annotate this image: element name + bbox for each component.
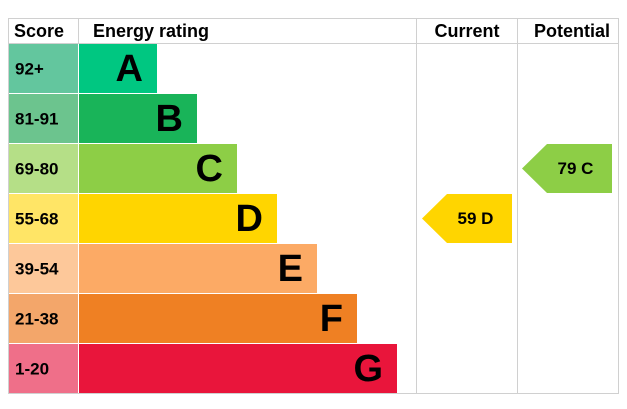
score-cell (9, 44, 78, 93)
rating-letter: E (278, 248, 303, 290)
rating-letter: A (116, 48, 143, 90)
score-cell (9, 144, 78, 193)
score-label: 81-91 (15, 110, 58, 129)
rating-letter: C (196, 148, 223, 190)
header-rating: Energy rating (93, 21, 209, 41)
score-cell (9, 294, 78, 343)
score-cell (9, 344, 78, 393)
header-score: Score (14, 21, 64, 41)
current-label: 59 D (458, 209, 494, 228)
rating-bar (79, 244, 317, 293)
header-current: Current (434, 21, 499, 41)
score-label: 69-80 (15, 160, 58, 179)
rating-letter: B (156, 98, 183, 140)
rating-bar (79, 194, 277, 243)
rating-bar (79, 44, 157, 93)
current-arrow (422, 194, 512, 243)
score-cell (9, 194, 78, 243)
score-label: 39-54 (15, 260, 59, 279)
score-label: 92+ (15, 60, 44, 79)
rating-bar (79, 294, 357, 343)
potential-arrow (522, 144, 612, 193)
score-cell (9, 244, 78, 293)
header-potential: Potential (534, 21, 610, 41)
score-label: 1-20 (15, 360, 49, 379)
rating-letter: D (236, 198, 263, 240)
rating-letter: F (320, 298, 343, 340)
rating-bar (79, 144, 237, 193)
rating-bar (79, 344, 397, 393)
potential-label: 79 C (558, 159, 594, 178)
rating-letter: G (353, 348, 383, 390)
score-label: 55-68 (15, 210, 58, 229)
rating-bar (79, 94, 197, 143)
score-cell (9, 94, 78, 143)
frame (8, 18, 619, 394)
score-label: 21-38 (15, 310, 58, 329)
